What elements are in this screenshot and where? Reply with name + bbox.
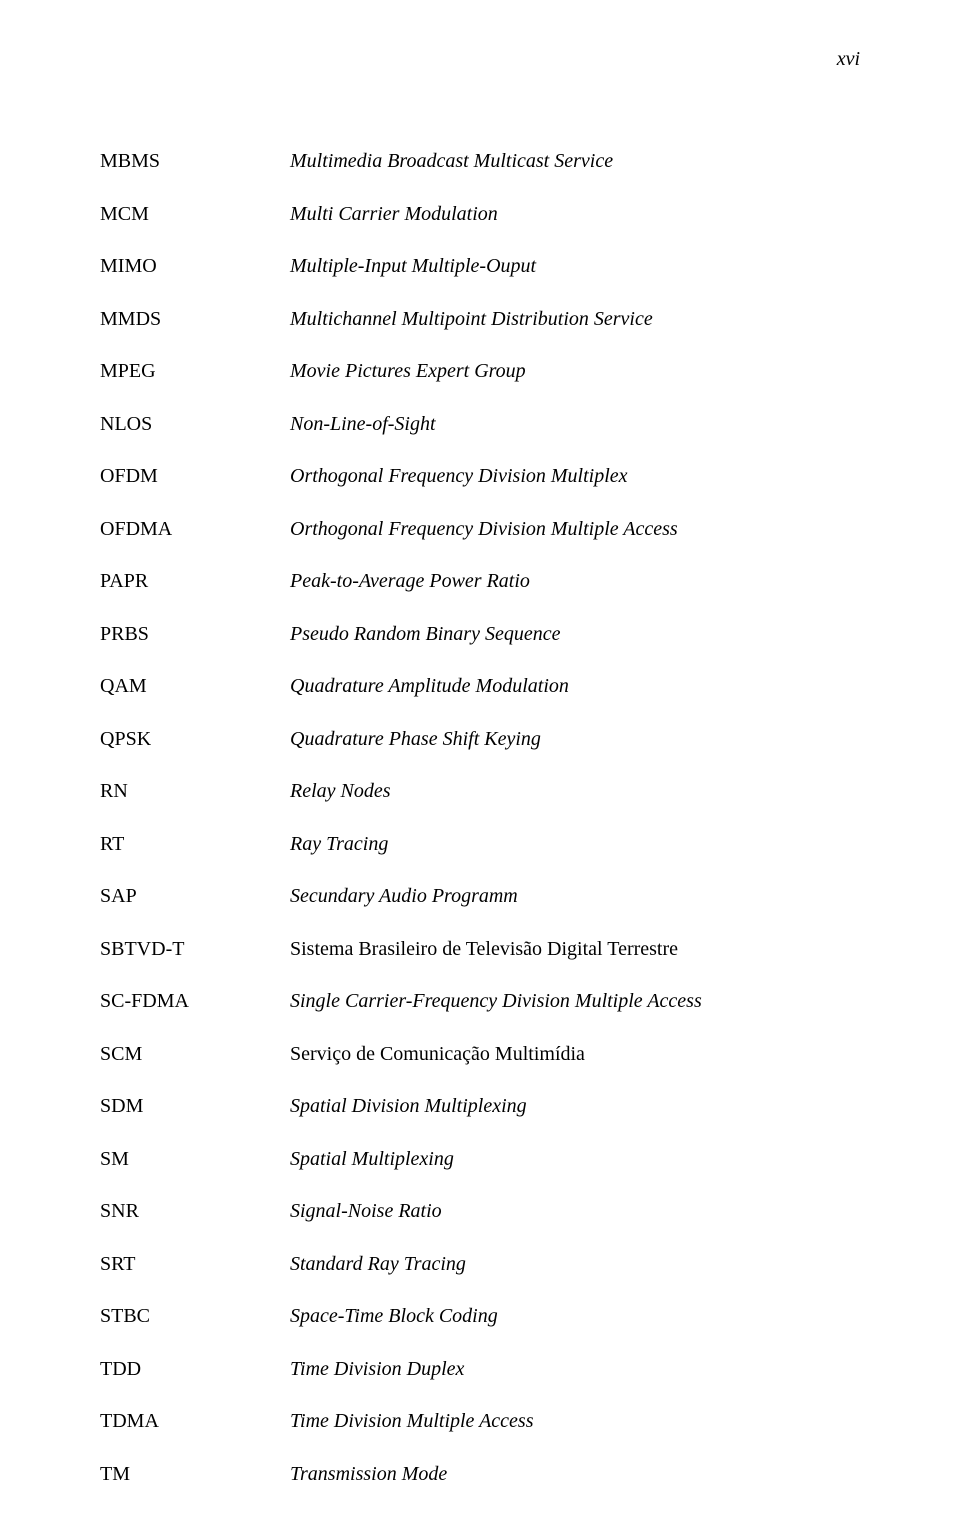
abbreviation-row: SC-FDMASingle Carrier-Frequency Division… (100, 988, 860, 1014)
abbreviation-row: MMDSMultichannel Multipoint Distribution… (100, 306, 860, 332)
abbreviation-definition: Space-Time Block Coding (290, 1303, 860, 1329)
abbreviation-term: SAP (100, 883, 290, 909)
abbreviation-row: MBMSMultimedia Broadcast Multicast Servi… (100, 148, 860, 174)
abbreviation-term: MBMS (100, 148, 290, 174)
abbreviation-definition: Non-Line-of-Sight (290, 411, 860, 437)
abbreviation-definition: Peak-to-Average Power Ratio (290, 568, 860, 594)
abbreviation-row: QAMQuadrature Amplitude Modulation (100, 673, 860, 699)
abbreviation-term: TM (100, 1461, 290, 1487)
abbreviation-row: SMSpatial Multiplexing (100, 1146, 860, 1172)
abbreviation-definition: Time Division Duplex (290, 1356, 860, 1382)
abbreviation-row: OFDMAOrthogonal Frequency Division Multi… (100, 516, 860, 542)
abbreviation-definition: Quadrature Amplitude Modulation (290, 673, 860, 699)
abbreviation-definition: Single Carrier-Frequency Division Multip… (290, 988, 860, 1014)
abbreviation-term: RN (100, 778, 290, 804)
abbreviation-row: SNRSignal-Noise Ratio (100, 1198, 860, 1224)
abbreviation-term: SM (100, 1146, 290, 1172)
abbreviation-row: PAPRPeak-to-Average Power Ratio (100, 568, 860, 594)
abbreviation-row: SBTVD-TSistema Brasileiro de Televisão D… (100, 936, 860, 962)
abbreviation-term: OFDM (100, 463, 290, 489)
abbreviation-term: SRT (100, 1251, 290, 1277)
abbreviation-term: MIMO (100, 253, 290, 279)
abbreviation-row: SCMServiço de Comunicação Multimídia (100, 1041, 860, 1067)
abbreviation-definition: Ray Tracing (290, 831, 860, 857)
abbreviation-term: MPEG (100, 358, 290, 384)
abbreviation-row: MIMOMultiple-Input Multiple-Ouput (100, 253, 860, 279)
abbreviation-term: MCM (100, 201, 290, 227)
abbreviation-term: SDM (100, 1093, 290, 1119)
abbreviation-row: TDDTime Division Duplex (100, 1356, 860, 1382)
abbreviation-definition: Spatial Division Multiplexing (290, 1093, 860, 1119)
abbreviation-definition: Relay Nodes (290, 778, 860, 804)
abbreviation-definition: Multiple-Input Multiple-Ouput (290, 253, 860, 279)
abbreviation-definition: Multi Carrier Modulation (290, 201, 860, 227)
abbreviation-row: PRBSPseudo Random Binary Sequence (100, 621, 860, 647)
abbreviation-term: STBC (100, 1303, 290, 1329)
abbreviation-definition: Sistema Brasileiro de Televisão Digital … (290, 936, 860, 962)
abbreviation-definition: Movie Pictures Expert Group (290, 358, 860, 384)
abbreviation-row: SRTStandard Ray Tracing (100, 1251, 860, 1277)
abbreviation-row: MCMMulti Carrier Modulation (100, 201, 860, 227)
abbreviation-row: QPSKQuadrature Phase Shift Keying (100, 726, 860, 752)
abbreviation-row: SDMSpatial Division Multiplexing (100, 1093, 860, 1119)
abbreviation-definition: Spatial Multiplexing (290, 1146, 860, 1172)
abbreviation-definition: Time Division Multiple Access (290, 1408, 860, 1434)
abbreviation-definition: Pseudo Random Binary Sequence (290, 621, 860, 647)
abbreviation-row: RNRelay Nodes (100, 778, 860, 804)
abbreviation-term: TDMA (100, 1408, 290, 1434)
abbreviation-definition: Orthogonal Frequency Division Multiplex (290, 463, 860, 489)
abbreviation-definition: Orthogonal Frequency Division Multiple A… (290, 516, 860, 542)
abbreviation-definition: Serviço de Comunicação Multimídia (290, 1041, 860, 1067)
abbreviation-row: OFDMOrthogonal Frequency Division Multip… (100, 463, 860, 489)
abbreviation-definition: Transmission Mode (290, 1461, 860, 1487)
abbreviation-row: MPEGMovie Pictures Expert Group (100, 358, 860, 384)
abbreviation-term: SBTVD-T (100, 936, 290, 962)
abbreviation-term: OFDMA (100, 516, 290, 542)
abbreviation-definition: Quadrature Phase Shift Keying (290, 726, 860, 752)
abbreviation-definition: Secundary Audio Programm (290, 883, 860, 909)
abbreviation-term: QPSK (100, 726, 290, 752)
abbreviation-term: PRBS (100, 621, 290, 647)
abbreviation-definition: Standard Ray Tracing (290, 1251, 860, 1277)
abbreviation-term: QAM (100, 673, 290, 699)
abbreviation-list: MBMSMultimedia Broadcast Multicast Servi… (100, 148, 860, 1513)
abbreviation-row: TDMATime Division Multiple Access (100, 1408, 860, 1434)
abbreviation-definition: Signal-Noise Ratio (290, 1198, 860, 1224)
abbreviation-definition: Multichannel Multipoint Distribution Ser… (290, 306, 860, 332)
abbreviation-row: RTRay Tracing (100, 831, 860, 857)
abbreviation-term: TDD (100, 1356, 290, 1382)
abbreviation-term: NLOS (100, 411, 290, 437)
abbreviation-term: RT (100, 831, 290, 857)
abbreviation-definition: Multimedia Broadcast Multicast Service (290, 148, 860, 174)
page-number: xvi (837, 48, 860, 71)
abbreviation-term: SCM (100, 1041, 290, 1067)
abbreviation-row: TMTransmission Mode (100, 1461, 860, 1487)
abbreviation-row: SAPSecundary Audio Programm (100, 883, 860, 909)
abbreviation-term: MMDS (100, 306, 290, 332)
abbreviation-row: NLOSNon-Line-of-Sight (100, 411, 860, 437)
abbreviation-row: STBCSpace-Time Block Coding (100, 1303, 860, 1329)
abbreviation-term: SC-FDMA (100, 988, 290, 1014)
abbreviation-term: SNR (100, 1198, 290, 1224)
abbreviation-term: PAPR (100, 568, 290, 594)
